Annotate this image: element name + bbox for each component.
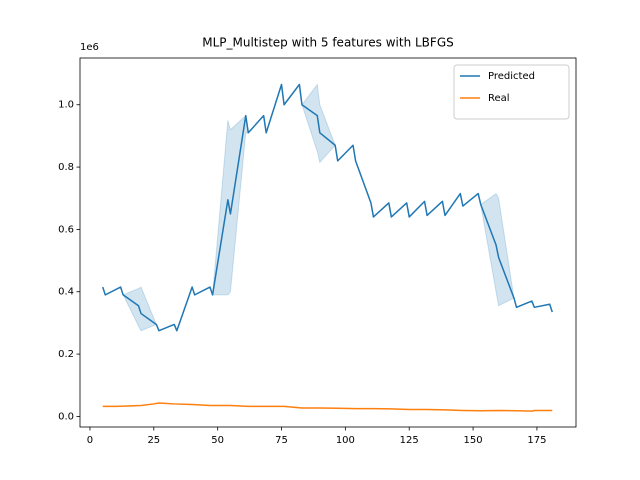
y-tick-label: 0.8	[58, 162, 74, 173]
x-tick-label: 150	[464, 435, 483, 446]
y-tick-label: 0.4	[58, 287, 74, 298]
x-tick-label: 0	[87, 435, 93, 446]
x-tick-label: 125	[400, 435, 419, 446]
line	[102, 83, 553, 332]
legend-text: Real	[488, 93, 510, 104]
x-tick-label: 175	[527, 435, 546, 446]
y-tick-label: 0.2	[58, 349, 74, 360]
legend-text: Predicted	[488, 71, 535, 82]
x-tick-label: 75	[275, 435, 288, 446]
line	[102, 402, 553, 412]
y-tick-label: 0.0	[58, 411, 74, 422]
x-tick-label: 25	[147, 435, 160, 446]
x-tick-label: 50	[211, 435, 224, 446]
legend-box	[453, 64, 570, 120]
y-tick-label: 0.6	[58, 224, 74, 235]
y-offset-text: 1e6	[80, 42, 99, 53]
chart-title: MLP_Multistep with 5 features with LBFGS	[202, 36, 454, 50]
y-tick-label: 1.0	[58, 100, 74, 111]
x-tick-label: 100	[336, 435, 355, 446]
axes-frame	[79, 57, 577, 428]
